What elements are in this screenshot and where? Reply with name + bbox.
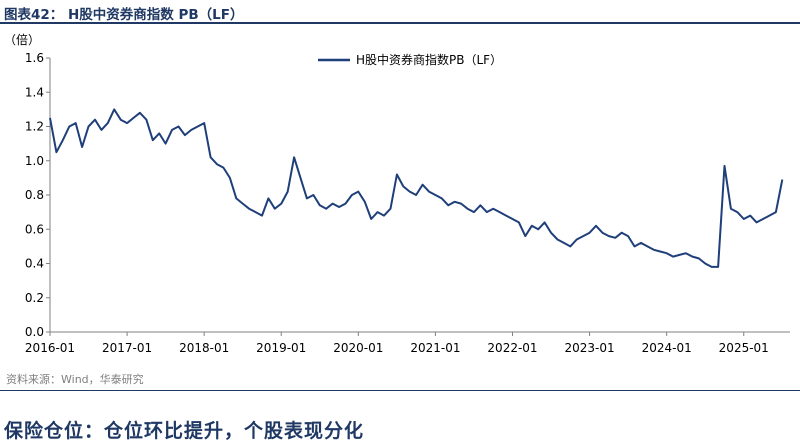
x-tick-label: 2025-01 [719,341,769,355]
pb-line-chart: 0.0 0.2 0.4 0.6 0.8 1.0 1.2 1.4 1.6 2016-01 2017-… [4,32,790,355]
x-tick-label: 2018-01 [179,341,229,355]
y-tick-label: 0.0 [25,325,44,339]
source-note: 资料来源：Wind，华泰研究 [6,373,144,386]
y-tick-label: 1.2 [25,120,44,134]
x-tick-label: 2023-01 [565,341,615,355]
y-axis-ticks: 0.0 0.2 0.4 0.6 0.8 1.0 1.2 1.4 1.6 [25,51,50,339]
x-tick-label: 2016-01 [25,341,75,355]
y-tick-label: 1.0 [25,154,44,168]
y-axis-unit-label: （倍） [4,32,40,47]
legend-label: H股中资券商指数PB（LF） [356,52,502,67]
y-tick-label: 0.8 [25,188,44,202]
x-tick-label: 2020-01 [333,341,383,355]
x-tick-label: 2022-01 [487,341,537,355]
x-tick-label: 2019-01 [256,341,306,355]
y-tick-label: 1.6 [25,51,44,65]
series-layer [49,108,784,268]
series-line [49,108,784,268]
chart-axes [49,58,790,333]
y-tick-label: 1.4 [25,85,44,99]
x-axis-ticks: 2016-01 2017-01 2018-01 2019-01 2020-01 2021-… [25,332,769,355]
section-heading: 保险仓位：仓位环比提升，个股表现分化 [4,420,365,442]
title-rule [0,22,800,24]
bottom-rule [0,390,800,391]
y-tick-label: 0.4 [25,257,44,271]
legend: H股中资券商指数PB（LF） [318,52,502,67]
x-tick-label: 2017-01 [102,341,152,355]
figure-title: 图表42： H股中资券商指数 PB（LF） [4,7,244,23]
y-tick-label: 0.6 [25,222,44,236]
y-tick-label: 0.2 [25,291,44,305]
x-tick-label: 2024-01 [642,341,692,355]
x-tick-label: 2021-01 [410,341,460,355]
